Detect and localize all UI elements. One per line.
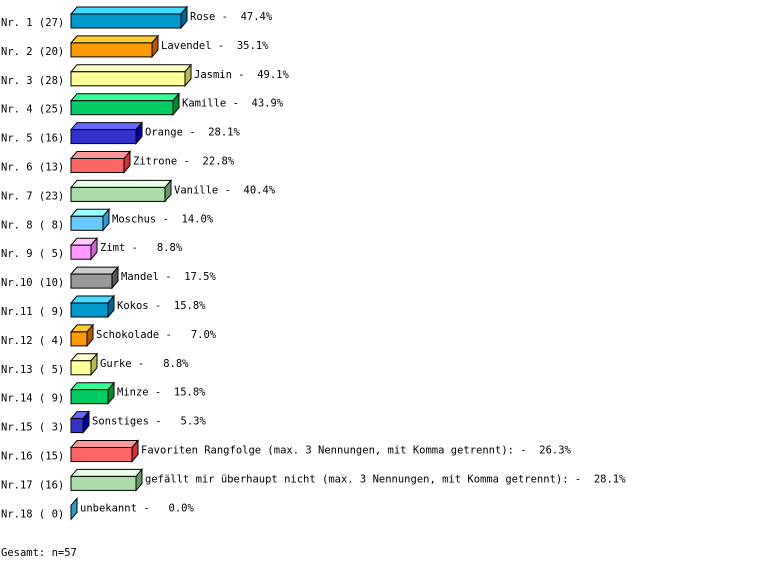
- bar: [70, 13, 182, 29]
- bar: [70, 389, 109, 405]
- bar-value-label: Favoriten Rangfolge (max. 3 Nennungen, m…: [141, 445, 572, 457]
- bar: [70, 331, 88, 347]
- row-rank-label: Nr.18 ( 0): [1, 508, 64, 520]
- row-rank-label: Nr.13 ( 5): [1, 364, 64, 376]
- row-rank-label: Nr. 6 (13): [1, 162, 64, 174]
- bar-value-label: gefällt mir überhaupt nicht (max. 3 Nenn…: [145, 473, 626, 485]
- bar-top-face: [69, 179, 173, 188]
- bar-value-label: Vanille - 40.4%: [174, 184, 276, 196]
- bar-top-face: [69, 93, 181, 102]
- row-rank-label: Nr.16 (15): [1, 451, 64, 463]
- bar-top-face: [69, 468, 144, 477]
- row-rank-label: Nr.17 (16): [1, 479, 64, 491]
- row-rank-label: Nr. 3 (28): [1, 75, 64, 87]
- row-rank-label: Nr. 4 (25): [1, 104, 64, 116]
- bar: [70, 447, 133, 462]
- bar: [70, 418, 84, 434]
- row-rank-label: Nr.11 ( 9): [1, 306, 64, 318]
- row-rank-label: Nr.14 ( 9): [1, 393, 64, 405]
- bar: [70, 302, 109, 318]
- bar-value-label: unbekannt - 0.0%: [80, 502, 194, 514]
- bar-value-label: Minze - 15.8%: [117, 387, 206, 399]
- bar: [70, 100, 174, 116]
- bar-top-face: [69, 35, 160, 44]
- bar: [70, 71, 186, 87]
- bar-top-face: [69, 6, 189, 15]
- bar-top-face: [69, 295, 116, 304]
- row-rank-label: Nr.15 ( 3): [1, 422, 64, 434]
- row-rank-label: Nr. 9 ( 5): [1, 248, 64, 260]
- bar-top-face: [69, 266, 120, 275]
- bar: [70, 42, 153, 58]
- bar-value-label: Jasmin - 49.1%: [194, 69, 290, 81]
- row-rank-label: Nr. 7 (23): [1, 190, 64, 202]
- bar-value-label: Kokos - 15.8%: [117, 300, 206, 312]
- total-count: Gesamt: n=57: [1, 547, 77, 559]
- row-rank-label: Nr. 2 (20): [1, 46, 64, 58]
- bar: [70, 186, 166, 202]
- bar-top-face: [69, 382, 116, 391]
- bar-value-label: Moschus - 14.0%: [112, 213, 214, 225]
- bar-value-label: Gurke - 8.8%: [100, 358, 189, 370]
- bar-value-label: Lavendel - 35.1%: [161, 40, 269, 52]
- bar: [70, 273, 113, 289]
- bar: [70, 475, 137, 491]
- bar-value-label: Schokolade - 7.0%: [96, 329, 217, 341]
- bar-value-label: Zimt - 8.8%: [100, 242, 183, 254]
- row-rank-label: Nr.10 (10): [1, 277, 64, 289]
- bar-top-face: [69, 64, 193, 73]
- bar-top-face: [69, 122, 144, 131]
- row-rank-label: Nr.12 ( 4): [1, 335, 64, 347]
- bar: [70, 215, 104, 231]
- row-rank-label: Nr. 8 ( 8): [1, 219, 64, 231]
- row-rank-label: Nr. 1 (27): [1, 17, 64, 29]
- bar: [70, 360, 92, 376]
- bar: [70, 244, 92, 260]
- bar-value-label: Sonstiges - 5.3%: [92, 416, 206, 428]
- bar: [70, 158, 125, 173]
- bar-value-label: Mandel - 17.5%: [121, 271, 217, 283]
- bar: [70, 129, 137, 145]
- bar-value-label: Zitrone - 22.8%: [133, 156, 235, 168]
- bar-value-label: Rose - 47.4%: [190, 11, 273, 23]
- bar-value-label: Orange - 28.1%: [145, 127, 241, 139]
- row-rank-label: Nr. 5 (16): [1, 133, 64, 145]
- bar-top-face: [69, 151, 132, 159]
- bar: [70, 496, 78, 521]
- bar-value-label: Kamille - 43.9%: [182, 98, 284, 110]
- bar-top-face: [69, 440, 140, 448]
